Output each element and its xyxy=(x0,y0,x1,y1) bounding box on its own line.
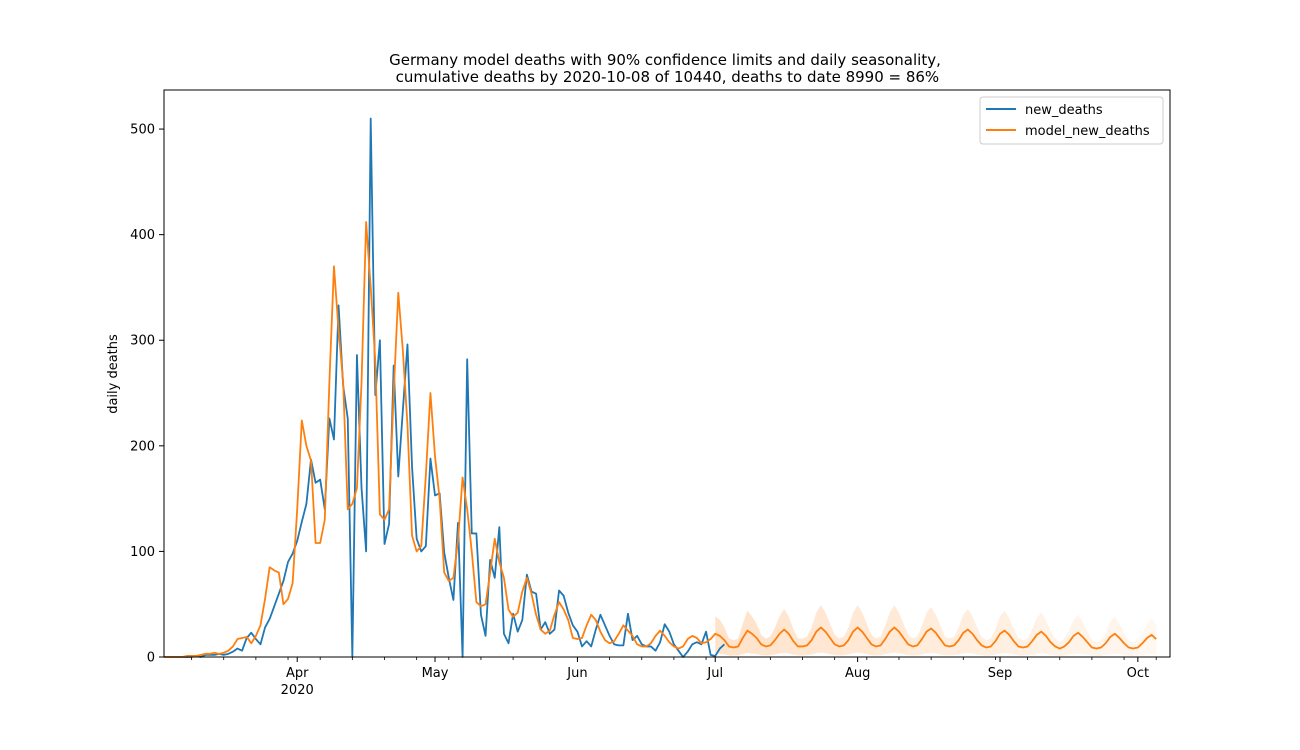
confidence-band-segment xyxy=(954,627,959,656)
confidence-band-segment xyxy=(1068,620,1074,655)
confidence-band-segment xyxy=(903,623,909,656)
confidence-band-segment xyxy=(811,612,817,655)
plot-frame xyxy=(163,89,1171,658)
x-axis: Apr 2020 May Jun Jul Aug Sep Oct xyxy=(191,657,1157,698)
confidence-band-segment xyxy=(866,623,872,656)
confidence-band-segment xyxy=(1027,629,1033,656)
legend-box xyxy=(979,96,1164,145)
y-tick-label: 0 xyxy=(147,651,155,666)
confidence-band-segment xyxy=(940,625,945,656)
x-tick-label: May xyxy=(422,666,449,681)
confidence-band-segment xyxy=(742,610,748,655)
confidence-band-segment xyxy=(807,627,812,656)
y-axis: 0 100 200 300 400 500 xyxy=(130,123,164,666)
confidence-band-segment xyxy=(1087,631,1092,656)
chart-subtitle: cumulative deaths by 2020-10-08 of 10440… xyxy=(391,68,939,86)
confidence-band-segment xyxy=(770,627,775,656)
confidence-band-segment xyxy=(917,625,922,656)
confidence-band-segment xyxy=(972,616,978,655)
confidence-band-segment xyxy=(995,616,1001,655)
confidence-band-segment xyxy=(848,612,854,655)
confidence-band-segment xyxy=(788,616,794,655)
confidence-band-segment xyxy=(843,627,849,656)
confidence-band-segment xyxy=(1045,620,1051,655)
confidence-band-segment xyxy=(830,623,835,656)
confidence-band-segment xyxy=(738,623,743,656)
legend-label-new-deaths: new_deaths xyxy=(1025,103,1103,118)
chart-title: Germany model deaths with 90% confidence… xyxy=(389,51,941,69)
x-tick-label: Oct xyxy=(1127,666,1149,681)
y-tick-label: 300 xyxy=(130,334,155,349)
confidence-band-segment xyxy=(885,612,890,655)
confidence-band-segment xyxy=(977,627,982,656)
confidence-band-segment xyxy=(990,629,996,656)
confidence-band-segment xyxy=(724,627,730,656)
y-axis-label: daily deaths xyxy=(106,334,121,414)
x-tick-sublabel: 2020 xyxy=(281,683,314,698)
confidence-band-segment xyxy=(1105,621,1111,655)
series-line-model-new-deaths xyxy=(164,221,1157,658)
series-line-new-deaths xyxy=(164,117,726,658)
y-tick-label: 200 xyxy=(130,439,155,454)
confidence-band-segment xyxy=(1009,618,1014,655)
confidence-band-segment xyxy=(1032,618,1037,655)
series-layer xyxy=(164,117,1157,658)
y-tick-label: 400 xyxy=(130,228,155,243)
confidence-band-segment xyxy=(756,623,762,656)
x-tick-label: Aug xyxy=(845,666,870,681)
confidence-band-segment xyxy=(921,612,927,655)
x-tick-label: Jul xyxy=(706,666,723,681)
legend-label-model-new-deaths: model_new_deaths xyxy=(1025,124,1150,139)
confidence-band-segment xyxy=(793,629,798,656)
y-tick-label: 100 xyxy=(130,545,155,560)
confidence-band-segment xyxy=(880,625,886,656)
x-tick-label: Apr xyxy=(286,666,309,681)
x-tick-label: Jun xyxy=(566,666,587,681)
x-tick-label: Sep xyxy=(988,666,1013,681)
y-tick-label: 500 xyxy=(130,123,155,138)
confidence-band-segment xyxy=(1013,629,1019,656)
confidence-band-segment xyxy=(958,614,964,655)
legend: new_deaths model_new_deaths xyxy=(979,96,1164,145)
